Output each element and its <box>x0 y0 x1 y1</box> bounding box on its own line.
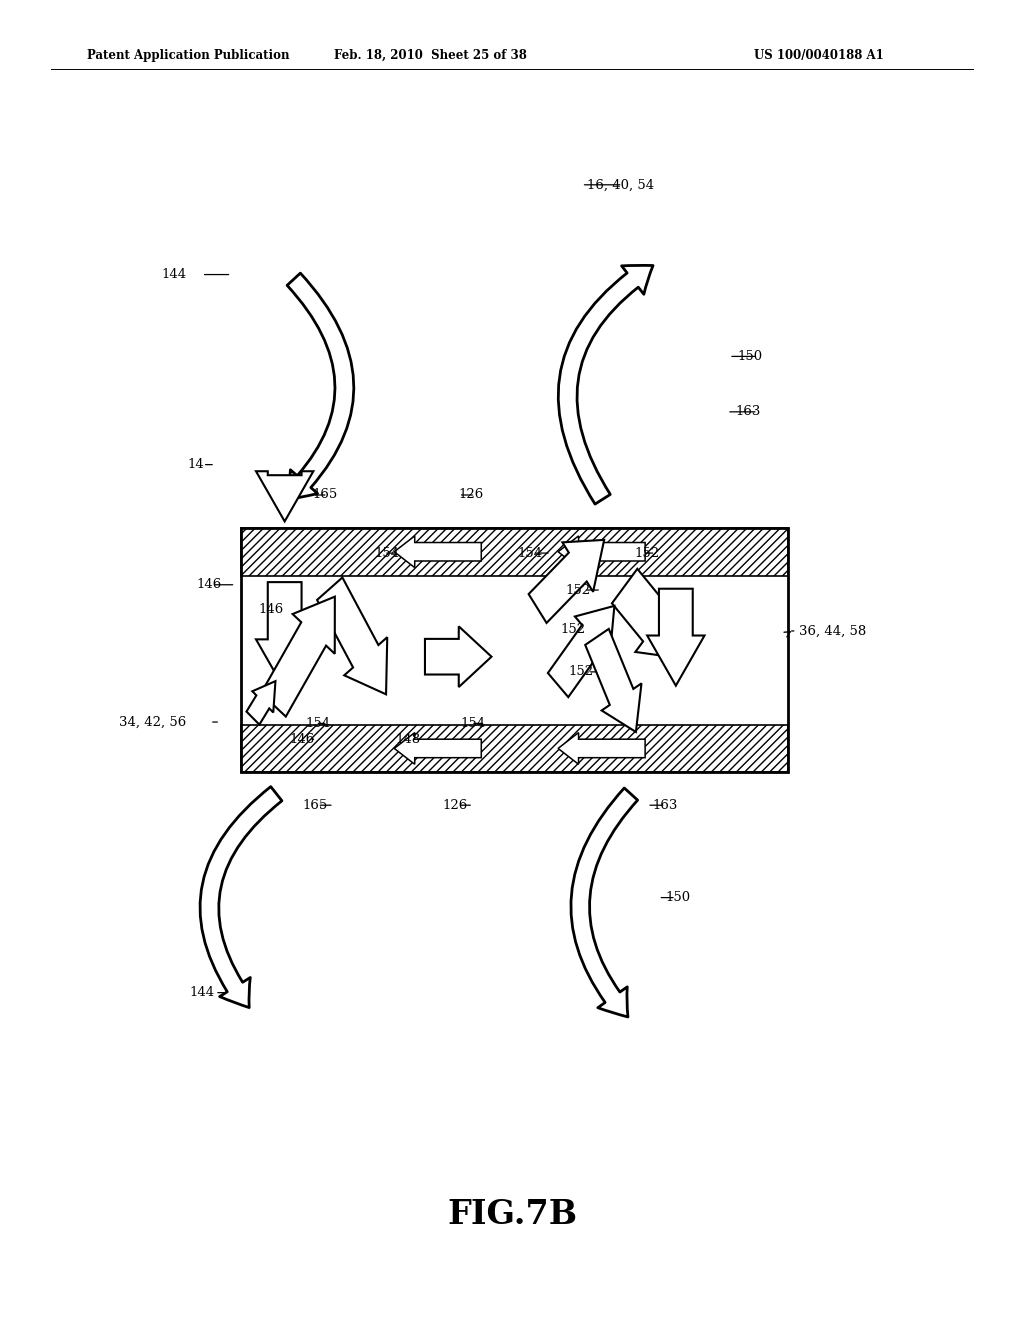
FancyArrow shape <box>256 471 313 521</box>
Text: 163: 163 <box>652 799 678 812</box>
Text: 146: 146 <box>197 578 222 591</box>
Text: 146: 146 <box>258 603 284 616</box>
Text: 16, 40, 54: 16, 40, 54 <box>587 178 654 191</box>
FancyArrow shape <box>261 597 335 717</box>
FancyArrow shape <box>528 540 604 623</box>
Text: 126: 126 <box>459 488 484 502</box>
FancyArrowPatch shape <box>571 788 638 1016</box>
FancyArrowPatch shape <box>287 273 354 500</box>
Text: 148: 148 <box>395 733 421 746</box>
Text: 144: 144 <box>189 986 215 999</box>
Text: Feb. 18, 2010  Sheet 25 of 38: Feb. 18, 2010 Sheet 25 of 38 <box>334 49 526 62</box>
Text: US 100/0040188 A1: US 100/0040188 A1 <box>755 49 884 62</box>
Text: 165: 165 <box>312 488 338 502</box>
Text: 154: 154 <box>517 546 543 560</box>
Text: 150: 150 <box>666 891 691 904</box>
FancyArrowPatch shape <box>200 787 282 1007</box>
FancyArrow shape <box>586 628 641 731</box>
Text: 36, 44, 58: 36, 44, 58 <box>799 624 866 638</box>
Text: 34, 42, 56: 34, 42, 56 <box>119 715 186 729</box>
Text: 152: 152 <box>635 546 660 560</box>
Text: 152: 152 <box>565 583 591 597</box>
FancyArrow shape <box>247 681 275 725</box>
Bar <box>241 528 788 772</box>
FancyArrow shape <box>317 578 387 694</box>
Bar <box>241 528 788 772</box>
Text: 165: 165 <box>302 799 328 812</box>
Text: FIG.7B: FIG.7B <box>446 1199 578 1230</box>
Text: 154: 154 <box>305 717 331 730</box>
Text: 152: 152 <box>560 623 586 636</box>
FancyArrow shape <box>558 733 645 764</box>
Text: 150: 150 <box>737 350 763 363</box>
Text: 152: 152 <box>568 665 594 678</box>
FancyArrow shape <box>647 589 705 685</box>
Text: 144: 144 <box>162 268 187 281</box>
Text: 154: 154 <box>375 546 400 560</box>
FancyArrow shape <box>394 536 481 568</box>
FancyArrow shape <box>394 733 481 764</box>
Bar <box>241 725 788 772</box>
FancyArrow shape <box>548 606 614 697</box>
Text: 146: 146 <box>290 733 315 746</box>
Text: 163: 163 <box>735 405 761 418</box>
Text: 14: 14 <box>187 458 204 471</box>
FancyArrow shape <box>612 569 684 659</box>
Text: Patent Application Publication: Patent Application Publication <box>87 49 290 62</box>
Bar <box>241 528 788 576</box>
FancyArrowPatch shape <box>558 265 653 504</box>
Text: 126: 126 <box>442 799 468 812</box>
FancyArrow shape <box>256 582 313 689</box>
Text: 154: 154 <box>461 717 486 730</box>
FancyArrow shape <box>558 536 645 568</box>
FancyArrow shape <box>425 627 492 686</box>
